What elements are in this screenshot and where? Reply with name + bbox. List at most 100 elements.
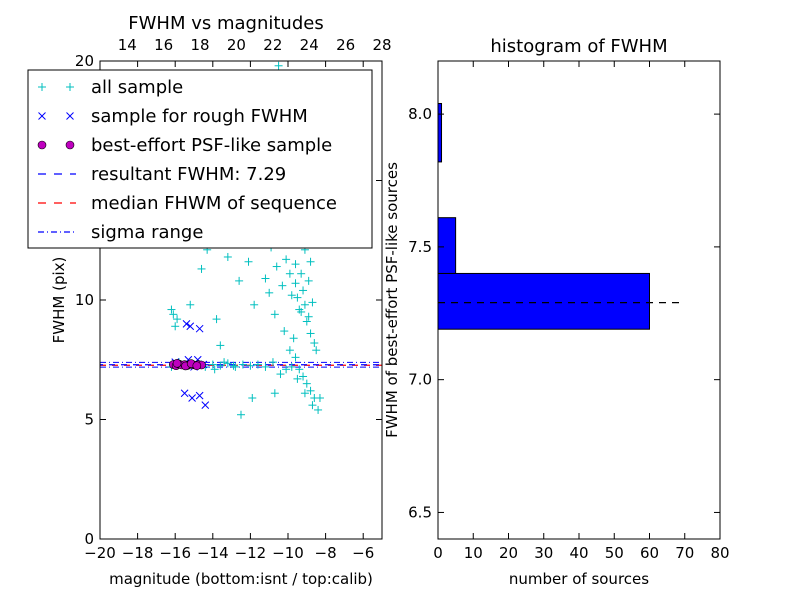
series-1-point-6-b xyxy=(201,401,210,410)
top-x-tick-label-4: 22 xyxy=(263,36,282,54)
series-0-point-68 xyxy=(237,410,245,419)
legend-entry-3-label: resultant FWHM: 7.29 xyxy=(91,164,286,185)
series-0-point-17 xyxy=(270,310,279,319)
legend-entry-0-marker-b xyxy=(66,83,74,91)
left-x-axis-label: magnitude (bottom:isnt / top:calib) xyxy=(109,570,373,588)
legend-entry-5-label: sigma range xyxy=(91,222,203,243)
series-2-point-11 xyxy=(172,359,182,368)
legend-entry-2-marker-b xyxy=(65,140,75,150)
series-0-point-52 xyxy=(268,358,277,367)
bottom-x-tick-label-7: −6 xyxy=(352,544,374,562)
series-1-point-6 xyxy=(201,401,210,410)
series-0-point-55 xyxy=(246,361,255,370)
series-0-point-27 xyxy=(299,286,308,295)
left-axes-ticks: −20 −18 −16 −14 −12 −10 −8 −6 14 16 18 20 22 24 26 28 0 5… xyxy=(75,36,392,562)
series-0-point-9 xyxy=(216,341,225,350)
series-0-point-46 xyxy=(308,401,317,410)
series-0-point-71 xyxy=(285,269,294,278)
hist-x-tick-label-7: 70 xyxy=(675,544,694,562)
left-y-tick-label-1: 5 xyxy=(84,411,94,429)
top-x-tick-label-7: 28 xyxy=(372,36,391,54)
hist-x-tick-label-0: 0 xyxy=(433,544,443,562)
right-y-axis-label: FWHM of best-effort PSF-like sources xyxy=(383,162,401,438)
series-1-point-3 xyxy=(180,389,189,398)
series-0-point-30 xyxy=(304,276,313,285)
series-0-point-70 xyxy=(270,389,279,398)
series-0-point-48 xyxy=(293,374,302,383)
series-0-point-44 xyxy=(314,405,323,414)
series-0-point-0 xyxy=(167,305,176,314)
series-0-point-15 xyxy=(261,274,270,283)
legend-entry-1-marker-b-b xyxy=(66,112,74,120)
top-x-tick-label-0: 14 xyxy=(118,36,137,54)
legend-entry-1-marker-a-b xyxy=(38,112,46,120)
legend-entry-1: sample for rough FWHM xyxy=(38,106,308,127)
series-0-point-74 xyxy=(300,300,309,309)
top-x-tick-label-1: 16 xyxy=(154,36,173,54)
series-1-point-1-b xyxy=(186,322,195,331)
legend-entry-0: all sample xyxy=(38,77,183,98)
series-0-point-8 xyxy=(212,315,221,324)
series-0-point-31 xyxy=(306,329,315,338)
series-0-point-75 xyxy=(304,312,313,321)
hist-y-tick-label-2: 7.5 xyxy=(408,238,432,256)
series-0-point-47 xyxy=(300,389,309,398)
top-x-tick-label-3: 20 xyxy=(227,36,246,54)
series-0-point-77 xyxy=(291,279,300,288)
series-0-point-85 xyxy=(274,61,283,70)
series-0-point-29 xyxy=(302,317,311,326)
series-1-point-2-b xyxy=(195,324,204,333)
legend-entry-0-marker-a xyxy=(38,83,46,91)
series-0-point-72 xyxy=(293,293,302,302)
top-x-tick-label-6: 26 xyxy=(336,36,355,54)
legend-entry-4-label: median FHWM of sequence xyxy=(91,193,337,214)
legend-entry-5: sigma range xyxy=(38,222,203,243)
legend: all sample sample for rough FWHM best-effo… xyxy=(27,69,373,249)
right-axes-ticks: 0 10 20 30 40 50 60 70 80 6.5 7.0 7.5 8.0 xyxy=(408,61,730,562)
series-0-point-58 xyxy=(223,359,232,368)
series-1-point-4 xyxy=(188,394,196,402)
right-chart-title: histogram of FWHM xyxy=(490,36,667,57)
hist-x-tick-label-3: 30 xyxy=(534,544,553,562)
series-0-point-26 xyxy=(297,269,306,278)
series-0-point-3 xyxy=(171,322,180,331)
series-1-point-3-b xyxy=(180,389,189,398)
legend-entry-2: best-effort PSF-like sample xyxy=(37,135,332,156)
bottom-x-tick-label-0: −20 xyxy=(84,544,116,562)
series-0-point-79 xyxy=(265,288,274,297)
series-0-point-67 xyxy=(229,361,238,370)
series-0-point-4 xyxy=(186,300,195,309)
left-y-tick-label-2: 10 xyxy=(75,291,94,309)
series-0-point-34 xyxy=(312,346,321,355)
hist-y-tick-label-0: 6.5 xyxy=(408,503,432,521)
legend-entry-4: median FHWM of sequence xyxy=(38,193,337,214)
series-0-point-78 xyxy=(272,262,281,271)
series-0-point-39 xyxy=(295,365,304,374)
series-0-point-23 xyxy=(291,260,300,269)
series-0-point-20 xyxy=(282,255,291,264)
legend-entry-3: resultant FWHM: 7.29 xyxy=(38,164,286,185)
hist-y-tick-label-1: 7.0 xyxy=(408,371,432,389)
legend-entry-1-label: sample for rough FWHM xyxy=(91,106,308,127)
legend-entry-2-label: best-effort PSF-like sample xyxy=(91,135,332,156)
legend-entry-1-marker-b xyxy=(66,112,74,120)
series-0-point-12 xyxy=(244,257,253,266)
bottom-x-tick-label-2: −16 xyxy=(159,544,191,562)
series-0-point-73 xyxy=(297,307,306,316)
legend-entry-0-label: all sample xyxy=(91,77,183,98)
series-0-point-51 xyxy=(276,370,285,379)
fwhm-histogram-panel: 0 10 20 30 40 50 60 70 80 6.5 7.0 7.5 8.0 histogram … xyxy=(383,36,730,588)
series-0-point-35 xyxy=(289,334,298,343)
bottom-x-tick-label-1: −18 xyxy=(122,544,154,562)
legend-box xyxy=(27,69,373,249)
series-0-point-5 xyxy=(197,264,206,273)
left-y-tick-label-4: 20 xyxy=(75,52,94,70)
series-0-point-37 xyxy=(285,346,294,355)
hist-x-tick-label-4: 40 xyxy=(569,544,588,562)
hist-x-tick-label-5: 50 xyxy=(605,544,624,562)
bottom-x-tick-label-6: −8 xyxy=(315,544,337,562)
series-0-point-38 xyxy=(291,353,300,362)
series-0-point-57 xyxy=(231,362,240,371)
bottom-x-tick-label-5: −10 xyxy=(272,544,304,562)
